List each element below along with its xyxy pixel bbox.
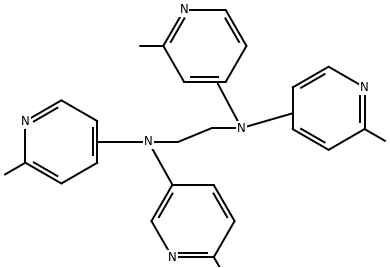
Text: N: N (237, 122, 246, 135)
Text: N: N (144, 135, 153, 148)
Text: N: N (21, 115, 30, 128)
Text: N: N (168, 251, 177, 264)
Text: N: N (360, 81, 369, 94)
Text: N: N (180, 3, 188, 16)
